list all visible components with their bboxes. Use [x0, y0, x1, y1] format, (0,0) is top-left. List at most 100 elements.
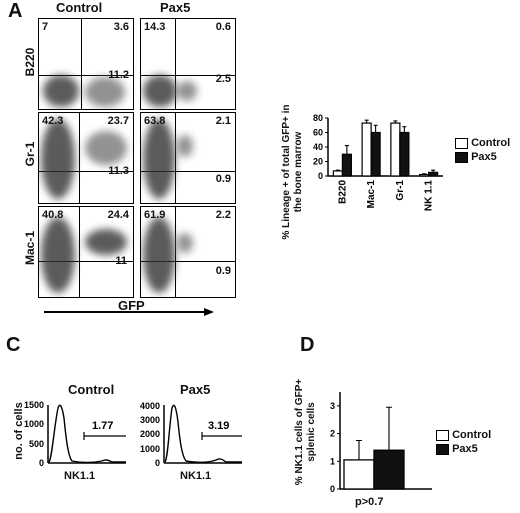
- legend-d: Control Pax5: [436, 428, 491, 456]
- row-label-b220: B220: [23, 47, 37, 77]
- hist-pax5-ytick-0: 0: [155, 458, 160, 468]
- bar-a-pax5-1: [370, 131, 381, 177]
- histogram-control: 0 500 1000 1500 1.77: [24, 400, 126, 468]
- histogram-pax5: 0 1000 2000 3000 4000 3.19: [140, 401, 242, 468]
- bar-a-control-1: [361, 122, 372, 177]
- errorbar-a-control-0: [335, 169, 340, 171]
- bar-d-ytick-1: 1: [330, 456, 335, 466]
- legend-d-control-swatch: [436, 429, 449, 441]
- legend-a-control-swatch: [455, 137, 468, 149]
- bar-a-ytick-0: 0: [318, 171, 323, 181]
- bar-d-ytick-2: 2: [330, 429, 335, 439]
- quad-gr1-control-ur: 23.7: [107, 115, 129, 127]
- quad-gr1-pax5-lr: 0.9: [215, 173, 231, 185]
- bar-a-pax5-3: [428, 171, 439, 177]
- quad-b220-control-ul: 7: [42, 21, 49, 33]
- bar-a-control-2: [390, 122, 401, 177]
- legend-a-pax5: Pax5: [455, 150, 510, 164]
- bar-a-ytick-3: 60: [313, 128, 323, 138]
- bar-a-ytick-1: 20: [313, 157, 323, 167]
- quad-mac1-pax5-lr: 0.9: [215, 265, 231, 277]
- gfp-arrow: [44, 308, 214, 316]
- hist-control-ytick-0: 0: [39, 458, 44, 468]
- bar-a-pax5-2: [399, 131, 410, 177]
- panel-c-title-control: Control: [68, 382, 115, 397]
- row-label-gr1: Gr-1: [23, 141, 37, 167]
- gfp-axis-label: GFP: [118, 298, 145, 313]
- hist-control-gate-value: 1.77: [92, 420, 113, 432]
- hist-pax5-gate-value: 3.19: [208, 420, 229, 432]
- histogram-control-curve: [48, 404, 126, 464]
- legend-a-pax5-label: Pax5: [471, 151, 497, 163]
- bar-d-ytick-3: 3: [330, 401, 335, 411]
- errorbar-d-pax5: [386, 406, 392, 451]
- legend-d-control: Control: [436, 428, 491, 442]
- bar-a-pax5-0: [341, 153, 352, 177]
- errorbar-a-pax5-3: [431, 169, 436, 173]
- errorbar-a-pax5-2: [402, 126, 407, 133]
- quad-gr1-control-ul: 42.3: [42, 115, 64, 127]
- errorbar-a-pax5-0: [344, 145, 349, 155]
- legend-d-pax5: Pax5: [436, 442, 491, 456]
- bar-d-ylabel: % NK1.1 cells of GFP+ splenic cells: [294, 378, 317, 486]
- quad-mac1-pax5-ul: 61.9: [144, 209, 166, 221]
- legend-a-control-label: Control: [471, 137, 511, 149]
- hist-control-ytick-1: 500: [29, 439, 44, 449]
- legend-d-control-label: Control: [452, 429, 492, 441]
- legend-a-control: Control: [455, 136, 510, 150]
- hist-pax5-ytick-2: 2000: [140, 429, 160, 439]
- flow-plot-mac1-pax5: 61.9 2.2 0.9: [140, 206, 236, 298]
- bar-d-pax5: [373, 449, 405, 490]
- quad-b220-control-ur: 3.6: [113, 21, 129, 33]
- flow-plot-gr1-pax5: 63.8 2.1 0.9: [140, 112, 236, 204]
- row-label-mac1: Mac-1: [23, 231, 37, 266]
- legend-a-pax5-swatch: [455, 151, 468, 163]
- legend-d-pax5-label: Pax5: [452, 443, 478, 455]
- legend-d-pax5-swatch: [436, 443, 449, 455]
- bar-a-category-0: B220: [337, 180, 348, 204]
- hist-pax5-ytick-1: 1000: [140, 444, 160, 454]
- flow-plot-mac1-control: 40.8 24.4 11: [38, 206, 134, 298]
- quad-mac1-control-lr: 11: [115, 255, 127, 267]
- quad-b220-control-lr: 11.2: [108, 69, 129, 81]
- bar-a-category-2: Gr-1: [395, 180, 406, 201]
- errorbar-d-control: [356, 439, 362, 460]
- quad-gr1-pax5-ur: 2.1: [215, 115, 231, 127]
- bar-a-control-0: [332, 170, 343, 177]
- histogram-pax5-curve: [164, 404, 242, 464]
- flow-plot-gr1-control: 42.3 23.7 11.3: [38, 112, 134, 204]
- quad-b220-pax5-ur: 0.6: [215, 21, 231, 33]
- bar-a-control-3: [419, 173, 430, 177]
- bar-d-control: [343, 459, 375, 490]
- bar-chart-nk: 0 1 2 3: [330, 392, 432, 494]
- bar-a-category-3: NK 1.1: [424, 180, 435, 212]
- bar-a-category-1: Mac-1: [366, 180, 377, 209]
- histogram-pax5-yticks: 0 1000 2000 3000 4000: [140, 401, 160, 468]
- errorbar-a-control-3: [422, 173, 427, 175]
- bar-d-ytick-0: 0: [330, 484, 335, 494]
- quad-mac1-control-ul: 40.8: [42, 209, 64, 221]
- panel-a-col-control: Control: [56, 0, 103, 15]
- panel-a-letter: A: [8, 0, 23, 22]
- legend-a: Control Pax5: [455, 136, 510, 164]
- panel-c-xlabel-pax5: NK1.1: [180, 470, 212, 482]
- hist-control-ytick-3: 1500: [24, 400, 44, 410]
- errorbar-a-control-2: [393, 120, 398, 124]
- hist-pax5-ytick-4: 4000: [140, 401, 160, 411]
- panel-c-xlabel-control: NK1.1: [64, 470, 96, 482]
- bar-a-ytick-4: 80: [313, 113, 323, 123]
- panel-d-pvalue: p>0.7: [355, 496, 384, 508]
- quad-gr1-control-lr: 11.3: [108, 165, 129, 177]
- quad-gr1-pax5-ul: 63.8: [144, 115, 166, 127]
- errorbar-a-pax5-1: [373, 124, 378, 133]
- panel-a-col-pax5: Pax5: [160, 0, 191, 15]
- hist-pax5-ytick-3: 3000: [140, 415, 160, 425]
- panel-d-letter: D: [300, 334, 315, 356]
- quad-b220-pax5-lr: 2.5: [215, 73, 231, 85]
- quad-mac1-pax5-ur: 2.2: [215, 209, 231, 221]
- flow-plot-b220-control: 7 3.6 11.2: [38, 18, 134, 110]
- bar-chart-lineage: 0 20 40 60 80 B220 Mac-1 Gr-1 NK 1.1: [313, 113, 443, 212]
- hist-control-ytick-2: 1000: [24, 419, 44, 429]
- errorbar-a-control-1: [364, 119, 369, 124]
- histogram-control-yticks: 0 500 1000 1500: [24, 400, 44, 468]
